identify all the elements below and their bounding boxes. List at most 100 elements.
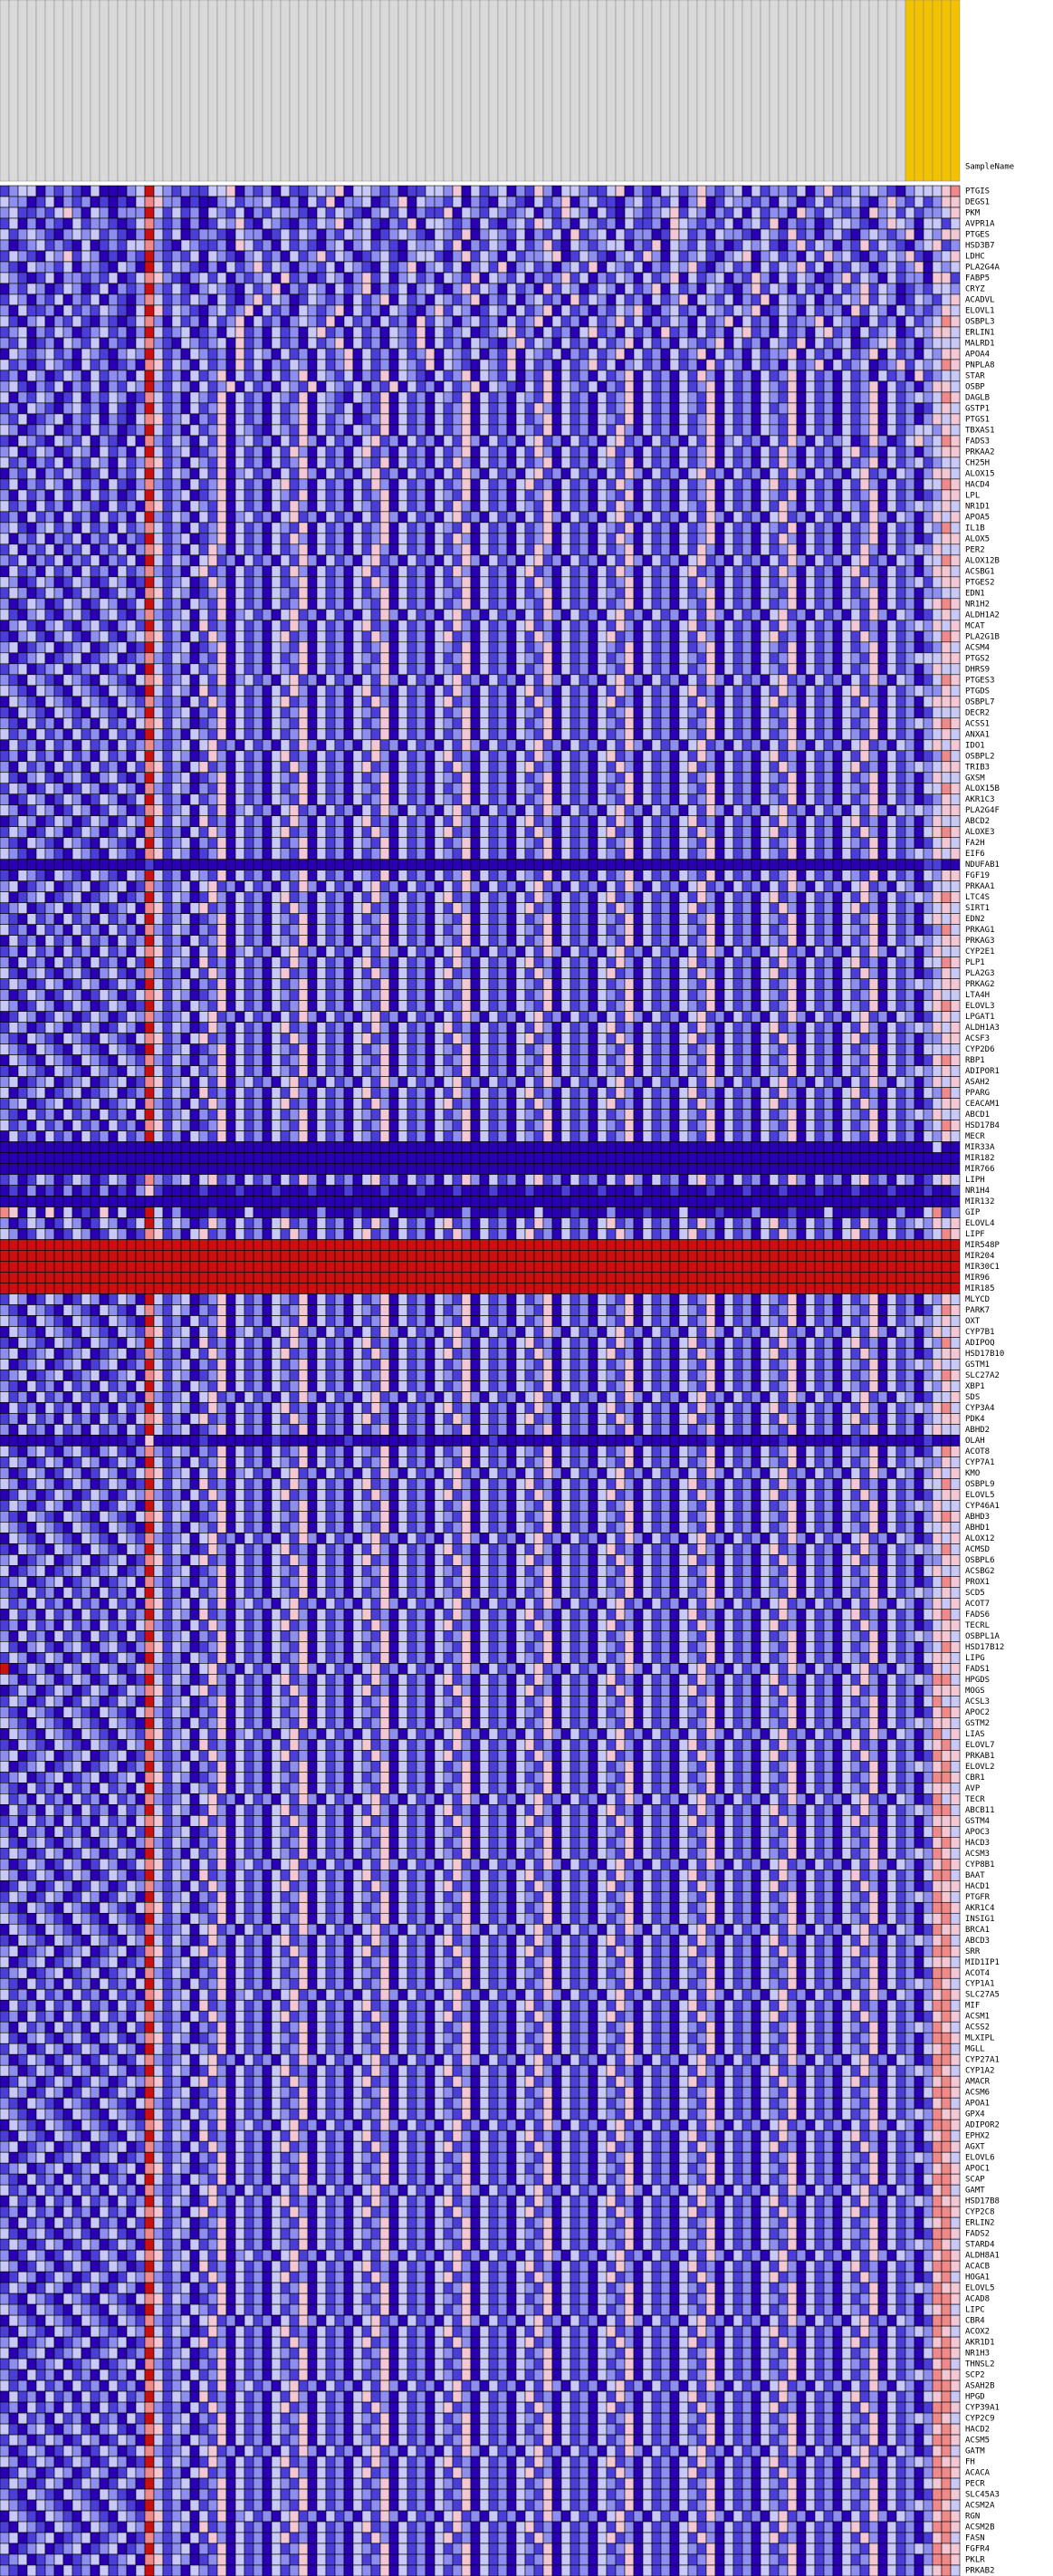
heatmap-cell (525, 381, 534, 392)
heatmap-cell (733, 447, 742, 457)
heatmap-cell (715, 523, 724, 533)
heatmap-cell (706, 229, 715, 240)
heatmap-cell (598, 294, 607, 305)
heatmap-cell (616, 425, 625, 436)
heatmap-cell (63, 414, 72, 425)
heatmap-cell (426, 620, 435, 631)
heatmap-cell (869, 360, 878, 370)
heatmap-cell (498, 425, 507, 436)
heatmap-cell (625, 468, 634, 479)
heatmap-cell (181, 262, 190, 273)
heatmap-cell (335, 403, 344, 414)
heatmap-cell (281, 240, 290, 251)
heatmap-cell (815, 338, 824, 349)
heatmap-cell (643, 664, 652, 675)
heatmap-cell (589, 186, 598, 197)
heatmap-cell (389, 294, 398, 305)
heatmap-cell (172, 664, 181, 675)
heatmap-cell (797, 327, 806, 338)
heatmap-cell (815, 262, 824, 273)
heatmap-cell (181, 468, 190, 479)
heatmap-cell (525, 642, 534, 653)
heatmap-cell (444, 523, 453, 533)
heatmap-cell (154, 273, 163, 284)
heatmap-cell (779, 251, 788, 262)
heatmap-cell (290, 457, 299, 468)
heatmap-cell (715, 675, 724, 686)
heatmap-cell (589, 262, 598, 273)
heatmap-cell (190, 207, 199, 218)
heatmap-cell (145, 599, 154, 610)
heatmap-cell (616, 533, 625, 544)
heatmap-cell (109, 620, 118, 631)
heatmap-cell (652, 675, 661, 686)
heatmap-cell (235, 490, 244, 501)
heatmap-cell (163, 370, 172, 381)
heatmap-cell (914, 338, 924, 349)
column-header-cell (751, 0, 761, 181)
heatmap-cell (335, 642, 344, 653)
heatmap-cell (416, 197, 426, 207)
heatmap-cell (9, 653, 18, 664)
heatmap-cell (779, 501, 788, 512)
heatmap-cell (244, 360, 254, 370)
heatmap-cell (761, 468, 770, 479)
heatmap-cell (181, 305, 190, 316)
heatmap-cell (489, 664, 498, 675)
heatmap-cell (824, 533, 833, 544)
heatmap-cell (308, 251, 317, 262)
heatmap-cell (91, 327, 100, 338)
heatmap-cell (670, 501, 679, 512)
heatmap-cell (226, 251, 235, 262)
heatmap-cell (570, 566, 579, 577)
heatmap-cell (398, 197, 407, 207)
heatmap-cell (172, 457, 181, 468)
heatmap-cell (471, 403, 480, 414)
heatmap-cell (163, 588, 172, 599)
heatmap-cell (905, 664, 914, 675)
heatmap-cell (254, 251, 263, 262)
heatmap-cell (779, 664, 788, 675)
heatmap-cell (217, 425, 226, 436)
heatmap-cell (788, 533, 797, 544)
heatmap-cell (507, 457, 516, 468)
heatmap-cell (371, 533, 380, 544)
heatmap-cell (81, 240, 91, 251)
heatmap-cell (435, 403, 444, 414)
heatmap-cell (761, 349, 770, 360)
heatmap-cell (579, 457, 589, 468)
heatmap-cell (118, 479, 127, 490)
heatmap-cell (770, 653, 779, 664)
heatmap-cell (335, 338, 344, 349)
heatmap-cell (842, 262, 851, 273)
heatmap-cell (534, 294, 543, 305)
heatmap-cell (924, 327, 933, 338)
heatmap-cell (145, 327, 154, 338)
heatmap-cell (525, 207, 534, 218)
heatmap-cell (869, 392, 878, 403)
heatmap-cell (389, 197, 398, 207)
heatmap-cell (842, 403, 851, 414)
heatmap-cell (579, 620, 589, 631)
heatmap-cell (317, 229, 326, 240)
heatmap-cell (489, 490, 498, 501)
heatmap-cell (625, 294, 634, 305)
heatmap-cell (145, 468, 154, 479)
heatmap-cell (788, 403, 797, 414)
heatmap-cell (317, 349, 326, 360)
heatmap-cell (951, 436, 960, 447)
heatmap-cell (652, 360, 661, 370)
heatmap-cell (525, 392, 534, 403)
heatmap-cell (806, 349, 815, 360)
heatmap-cell (398, 414, 407, 425)
heatmap-cell (407, 447, 416, 457)
heatmap-cell (697, 566, 706, 577)
heatmap-cell (416, 588, 426, 599)
heatmap-cell (244, 479, 254, 490)
heatmap-cell (462, 653, 471, 664)
heatmap-cell (435, 197, 444, 207)
heatmap-cell (905, 436, 914, 447)
heatmap-cell (217, 544, 226, 555)
heatmap-cell (634, 555, 643, 566)
heatmap-cell (543, 544, 552, 555)
